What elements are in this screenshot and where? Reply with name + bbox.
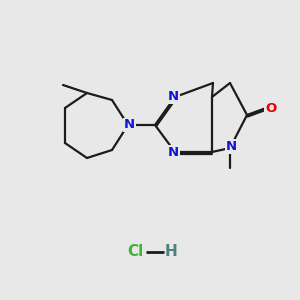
Text: Cl: Cl — [127, 244, 143, 260]
Text: N: N — [168, 146, 179, 158]
Text: N: N — [168, 91, 179, 103]
Text: H: H — [165, 244, 177, 260]
Text: N: N — [226, 140, 237, 153]
Text: O: O — [265, 101, 276, 115]
Text: N: N — [124, 118, 135, 131]
